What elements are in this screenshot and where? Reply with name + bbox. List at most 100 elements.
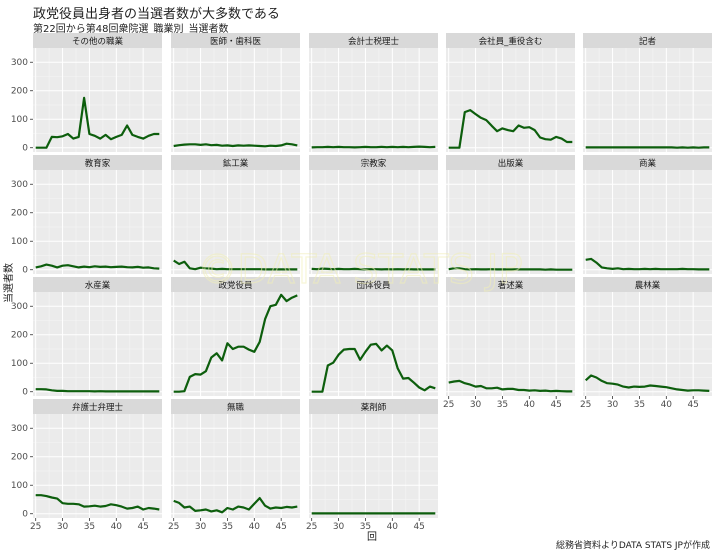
facet-label: 商業 [639, 158, 657, 169]
x-tick-label: 45 [275, 522, 286, 532]
facet-panel: その他の職業 0 100 200 300 [11, 33, 162, 154]
x-tick-label: 25 [443, 400, 454, 410]
series-line [448, 108, 573, 149]
panel-background [309, 414, 438, 518]
facet-label: その他の職業 [72, 36, 124, 47]
series-line [448, 379, 573, 393]
panel-background [171, 292, 300, 396]
facet-label: 会社員_重役含む [479, 36, 543, 47]
series-line [173, 293, 298, 393]
x-tick-label: 30 [333, 522, 345, 532]
y-tick-label: 300 [11, 424, 28, 434]
y-tick-label: 300 [11, 180, 28, 190]
series-line [35, 494, 160, 511]
facet-panel: 薬剤師 25 30 35 40 45 [306, 399, 438, 532]
x-tick-label: 45 [550, 400, 561, 410]
facet-label: 鉱工業 [223, 158, 249, 169]
x-tick-label: 45 [137, 522, 148, 532]
facet-panel: 農林業 25 30 35 40 45 [580, 277, 712, 410]
facet-label: 著述業 [498, 280, 524, 291]
y-tick-label: 100 [11, 237, 28, 247]
facet-strip [446, 155, 575, 170]
facet-label: 薬剤師 [361, 402, 387, 413]
panel-background [446, 292, 575, 396]
facet-label: 政党役員 [218, 280, 253, 291]
x-tick-label: 40 [661, 400, 673, 410]
facet-strip [583, 33, 712, 48]
y-tick-label: 0 [22, 388, 28, 398]
facet-strip [583, 277, 712, 292]
panel-background [33, 48, 162, 152]
series-line [585, 257, 710, 271]
x-tick-label: 30 [57, 522, 69, 532]
x-tick-label: 30 [195, 522, 207, 532]
panel-background [171, 414, 300, 518]
panel-background [309, 48, 438, 152]
facet-panel: 商業 [583, 155, 712, 274]
x-tick-label: 35 [497, 400, 508, 410]
x-tick-label: 25 [580, 400, 591, 410]
panel-background [446, 48, 575, 152]
series-line [173, 142, 298, 148]
facet-label: 農林業 [635, 280, 661, 291]
facet-strip [309, 399, 438, 414]
facet-strip [446, 277, 575, 292]
facet-strip [33, 33, 162, 48]
x-tick-label: 35 [360, 522, 371, 532]
facet-label: 医師・歯科医 [210, 36, 262, 47]
y-tick-label: 100 [11, 115, 28, 125]
panel-background [33, 170, 162, 274]
facet-strip [583, 155, 712, 170]
panel-background [583, 292, 712, 396]
facet-label: 水産業 [85, 280, 111, 291]
chart-subtitle: 第22回から第48回衆院選_職業別_当選者数 [33, 24, 229, 35]
y-tick-label: 200 [11, 87, 28, 97]
y-tick-label: 0 [22, 510, 28, 520]
panel-background [33, 292, 162, 396]
panel-background [171, 48, 300, 152]
facet-panel: 無職 25 30 35 40 45 [168, 399, 300, 532]
x-tick-label: 25 [168, 522, 179, 532]
x-tick-label: 25 [30, 522, 41, 532]
facet-panel: 鉱工業 [171, 155, 300, 274]
y-tick-label: 100 [11, 481, 28, 491]
facet-panel: 医師・歯科医 [171, 33, 300, 152]
facet-label: 弁護士弁理士 [72, 402, 124, 413]
y-tick-label: 200 [11, 331, 28, 341]
facet-panel: 団体役員 [309, 277, 438, 396]
x-tick-label: 40 [524, 400, 536, 410]
series-line [173, 497, 298, 514]
panel-background [583, 170, 712, 274]
y-tick-label: 200 [11, 453, 28, 463]
facet-strip [309, 277, 438, 292]
series-line [35, 388, 160, 393]
facet-panel: 記者 [583, 33, 712, 152]
series-line [173, 259, 298, 271]
x-tick-label: 30 [607, 400, 619, 410]
x-tick-label: 35 [84, 522, 95, 532]
y-tick-label: 200 [11, 209, 28, 219]
series-line [311, 267, 436, 271]
y-tick-label: 0 [22, 144, 28, 154]
facet-strip [33, 155, 162, 170]
x-tick-label: 45 [687, 400, 698, 410]
facet-label: 記者 [639, 36, 657, 47]
series-line [311, 342, 436, 393]
facet-panel: 宗教家 [309, 155, 438, 274]
facet-strip [171, 155, 300, 170]
facet-panel: 水産業 0 100 200 300 [11, 277, 162, 398]
series-line [311, 145, 436, 149]
facet-label: 団体役員 [356, 280, 391, 291]
y-axis-title: 当選者数 [2, 263, 15, 303]
chart-title: 政党役員出身者の当選者数が大多数である [33, 7, 280, 22]
x-tick-label: 40 [249, 522, 261, 532]
x-tick-label: 35 [222, 522, 233, 532]
facet-strip [171, 33, 300, 48]
panel-background [33, 414, 162, 518]
panel-background [171, 170, 300, 274]
facet-label: 出版業 [498, 158, 524, 169]
facet-strip [171, 277, 300, 292]
series-line [35, 96, 160, 149]
panel-background [309, 170, 438, 274]
